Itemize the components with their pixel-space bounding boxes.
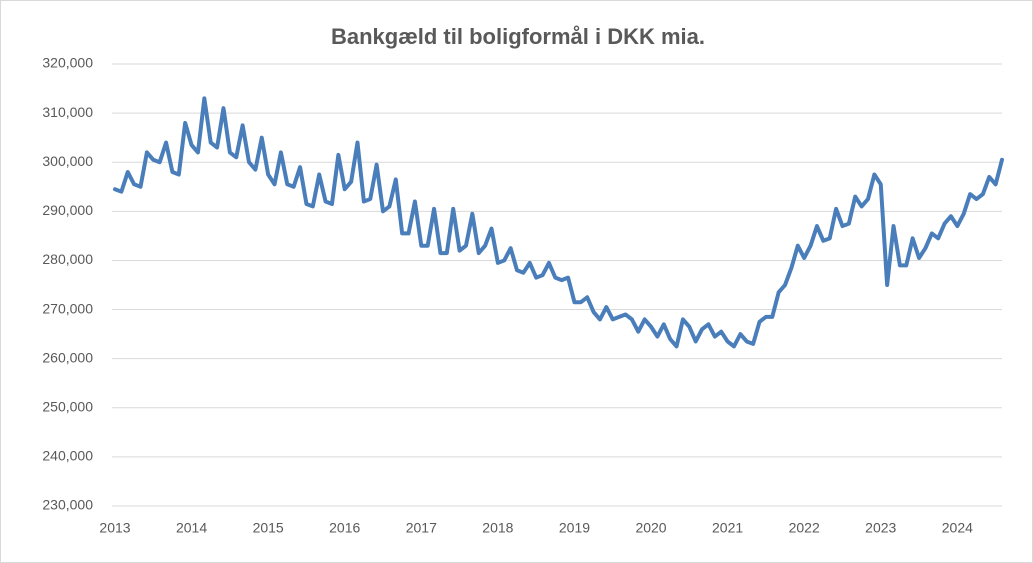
x-tick-label: 2024 bbox=[942, 520, 973, 536]
x-tick-label: 2013 bbox=[99, 520, 130, 536]
y-tick-label: 310,000 bbox=[42, 104, 93, 120]
x-tick-label: 2019 bbox=[559, 520, 590, 536]
y-tick-label: 270,000 bbox=[42, 300, 93, 316]
x-tick-label: 2017 bbox=[406, 520, 437, 536]
y-tick-label: 250,000 bbox=[42, 398, 93, 414]
y-tick-label: 300,000 bbox=[42, 153, 93, 169]
x-tick-label: 2020 bbox=[635, 520, 666, 536]
x-tick-label: 2016 bbox=[329, 520, 360, 536]
data-line bbox=[113, 96, 1004, 349]
x-tick-label: 2021 bbox=[712, 520, 743, 536]
x-tick-label: 2014 bbox=[176, 520, 207, 536]
y-tick-label: 260,000 bbox=[42, 349, 93, 365]
y-tick-label: 320,000 bbox=[42, 55, 93, 71]
x-tick-label: 2022 bbox=[789, 520, 820, 536]
chart-title: Bankgæld til boligformål i DKK mia. bbox=[331, 24, 705, 49]
y-tick-label: 290,000 bbox=[42, 202, 93, 218]
y-tick-label: 230,000 bbox=[42, 497, 93, 513]
y-tick-label: 240,000 bbox=[42, 448, 93, 464]
x-tick-label: 2015 bbox=[253, 520, 284, 536]
x-tick-label: 2023 bbox=[865, 520, 896, 536]
y-tick-label: 280,000 bbox=[42, 251, 93, 267]
x-tick-label: 2018 bbox=[482, 520, 513, 536]
